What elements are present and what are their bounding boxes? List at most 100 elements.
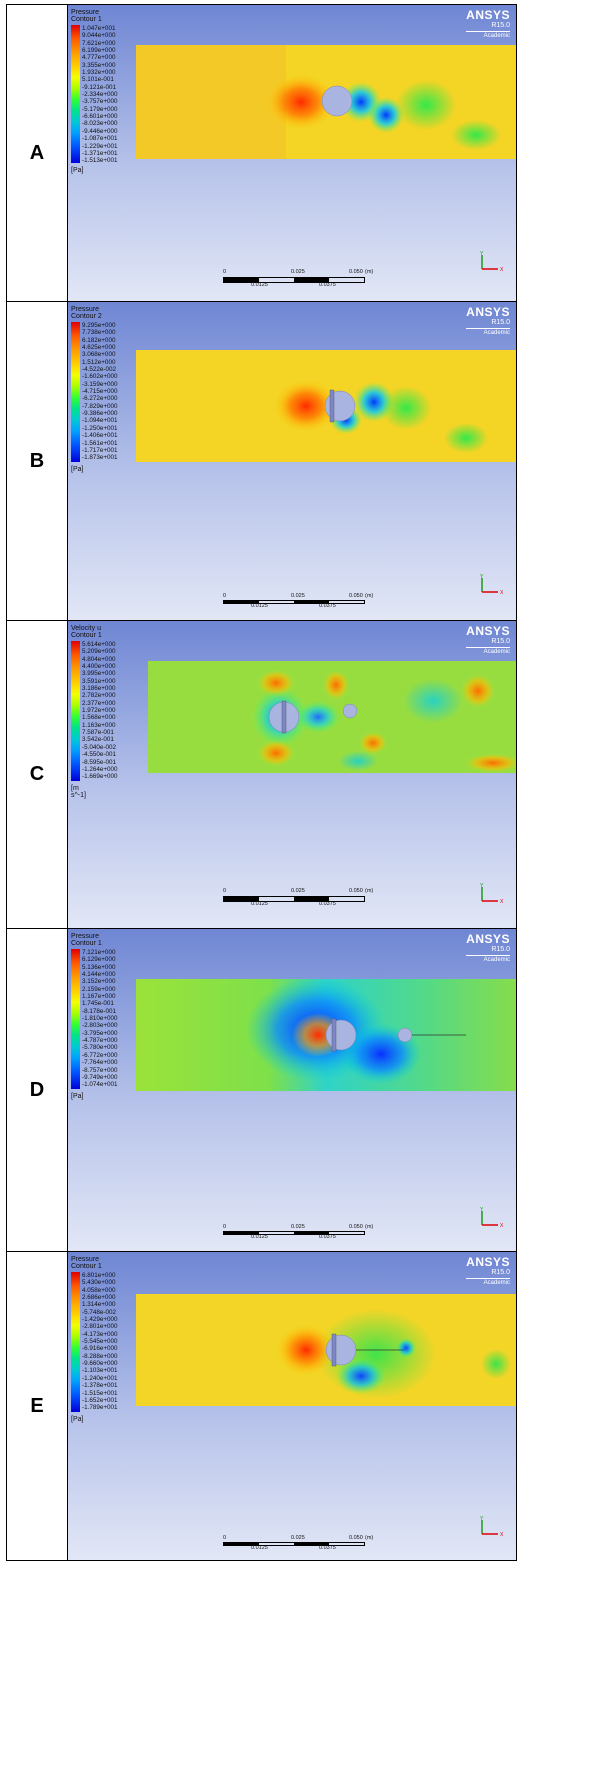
legend-value: -8.757e+000 xyxy=(82,1066,118,1074)
legend-values: 9.295e+000 7.738e+000 6.182e+000 4.625e+000… xyxy=(82,322,118,462)
legend-value: -8.595e-001 xyxy=(82,758,116,766)
legend-value: -1.371e+001 xyxy=(82,149,118,157)
axis-triad: Y X xyxy=(480,1207,504,1229)
legend-value: 3.068e+000 xyxy=(82,351,116,359)
svg-text:X: X xyxy=(500,590,504,596)
plot-contour-name: Contour 2 xyxy=(71,313,102,320)
legend-value: -3.757e+000 xyxy=(82,98,118,106)
legend-value: -1.810e+000 xyxy=(82,1015,118,1023)
flow-domain xyxy=(148,661,516,773)
legend-value: 6.199e+000 xyxy=(82,47,116,55)
legend-value: -4.522e-002 xyxy=(82,366,116,374)
ansys-logo: ANSYS R15.0 Academic xyxy=(466,932,510,963)
svg-text:Y: Y xyxy=(480,1207,484,1213)
legend-value: 7.587e-001 xyxy=(82,729,114,737)
legend-value: -1.087e+001 xyxy=(82,135,118,143)
legend-value: -3.795e+000 xyxy=(82,1029,118,1037)
legend-value: 2.686e+000 xyxy=(82,1294,116,1302)
axis-triad: Y X xyxy=(480,251,504,273)
legend-value: -2.334e+000 xyxy=(82,91,118,99)
svg-text:X: X xyxy=(500,1532,504,1538)
legend-values: 7.121e+000 6.129e+000 5.136e+000 4.144e+000… xyxy=(82,949,118,1089)
legend-value: -2.803e+000 xyxy=(82,1022,118,1030)
legend-value: -6.272e+000 xyxy=(82,395,118,403)
legend-value: -9.446e+000 xyxy=(82,127,118,135)
legend-value: 1.745e-001 xyxy=(82,1000,114,1008)
plot-variable: Pressure xyxy=(71,1256,100,1263)
legend-value: -1.602e+000 xyxy=(82,373,118,381)
legend-value: -1.094e+001 xyxy=(82,417,118,425)
legend-value: -8.288e+000 xyxy=(82,1352,118,1360)
axis-triad: Y X xyxy=(480,1516,504,1538)
legend-value: 3.355e+000 xyxy=(82,61,116,69)
legend-value: 6.129e+000 xyxy=(82,956,116,964)
row-a: A Pressure Contour 1 1.047e+001 9.044e+00… xyxy=(6,4,517,302)
legend-value: 7.738e+000 xyxy=(82,329,116,337)
plot-contour-name: Contour 1 xyxy=(71,940,102,947)
simulation-panel-d: Pressure Contour 1 7.121e+000 6.129e+000 5… xyxy=(68,929,516,1251)
row-label: C xyxy=(6,620,68,929)
legend-value: 1.932e+000 xyxy=(82,69,116,77)
legend-value: -1.074e+001 xyxy=(82,1081,118,1089)
legend-colorbar xyxy=(71,322,80,462)
legend-value: 6.801e+000 xyxy=(82,1272,116,1279)
legend-value: -3.159e+000 xyxy=(82,380,118,388)
flow-domain xyxy=(136,1294,516,1406)
legend-value: -9.660e+000 xyxy=(82,1360,118,1368)
legend-unit: [Pa] xyxy=(71,167,84,174)
legend-value: -1.429e+000 xyxy=(82,1316,118,1324)
ansys-logo: ANSYS R15.0 Academic xyxy=(466,1255,510,1286)
simulation-panel-a: Pressure Contour 1 1.047e+001 9.044e+000 7… xyxy=(68,5,516,301)
legend-value: 4.625e+000 xyxy=(82,344,116,352)
legend-value: 2.782e+000 xyxy=(82,692,116,700)
legend-value: -1.229e+001 xyxy=(82,142,118,150)
svg-text:Y: Y xyxy=(480,251,484,257)
legend-value: -1.240e+001 xyxy=(82,1374,118,1382)
row-b: B Pressure Contour 2 9.295e+000 7.738e+00… xyxy=(6,301,517,621)
legend-value: 7.621e+000 xyxy=(82,39,116,47)
legend-colorbar xyxy=(71,641,80,781)
row-label: D xyxy=(6,928,68,1252)
legend-unit: [Pa] xyxy=(71,1093,84,1100)
legend-value: -7.829e+000 xyxy=(82,402,118,410)
figure-table: A Pressure Contour 1 1.047e+001 9.044e+00… xyxy=(6,4,517,1561)
legend-value: -8.023e+000 xyxy=(82,120,118,128)
legend-value: -4.550e-001 xyxy=(82,751,116,759)
legend-value: 1.568e+000 xyxy=(82,714,116,722)
legend-value: -4.787e+000 xyxy=(82,1037,118,1045)
legend-unit: [Pa] xyxy=(71,466,84,473)
legend-value: 4.400e+000 xyxy=(82,663,116,671)
legend-value: -1.513e+001 xyxy=(82,157,118,165)
legend-value: -5.179e+000 xyxy=(82,105,118,113)
plot-variable: Pressure xyxy=(71,306,100,313)
legend-value: -9.121e-001 xyxy=(82,83,116,91)
legend-value: -5.748e-002 xyxy=(82,1308,116,1316)
plot-variable: Velocity u xyxy=(71,625,101,632)
legend-value: 4.777e+000 xyxy=(82,54,116,62)
legend-value: 9.044e+000 xyxy=(82,32,116,40)
legend-value: 2.377e+000 xyxy=(82,699,116,707)
plot-contour-name: Contour 1 xyxy=(71,16,102,23)
legend-value: 6.182e+000 xyxy=(82,336,116,344)
legend-value: 1.047e+001 xyxy=(82,25,116,32)
svg-text:Y: Y xyxy=(480,1516,484,1522)
legend-value: 3.995e+000 xyxy=(82,670,116,678)
legend-value: 5.136e+000 xyxy=(82,963,116,971)
plot-variable: Pressure xyxy=(71,9,100,16)
legend-value: -6.916e+000 xyxy=(82,1345,118,1353)
legend-unit: [Pa] xyxy=(71,1416,84,1423)
plot-variable: Pressure xyxy=(71,933,100,940)
legend-value: -1.873e+001 xyxy=(82,454,118,462)
row-label: E xyxy=(6,1251,68,1561)
legend-value: 3.186e+000 xyxy=(82,685,116,693)
legend-value: 3.542e-001 xyxy=(82,736,114,744)
row-label: B xyxy=(6,301,68,621)
legend-value: -1.717e+001 xyxy=(82,446,118,454)
legend-value: -6.772e+000 xyxy=(82,1051,118,1059)
legend-colorbar xyxy=(71,25,80,163)
row-e: E Pressure Contour 1 6.801e+000 5.430e+00… xyxy=(6,1251,517,1561)
legend-values: 5.614e+000 5.209e+000 4.804e+000 4.400e+000… xyxy=(82,641,118,781)
plot-contour-name: Contour 1 xyxy=(71,1263,102,1270)
legend-value: 1.163e+000 xyxy=(82,721,116,729)
ansys-logo: ANSYS R15.0 Academic xyxy=(466,305,510,336)
